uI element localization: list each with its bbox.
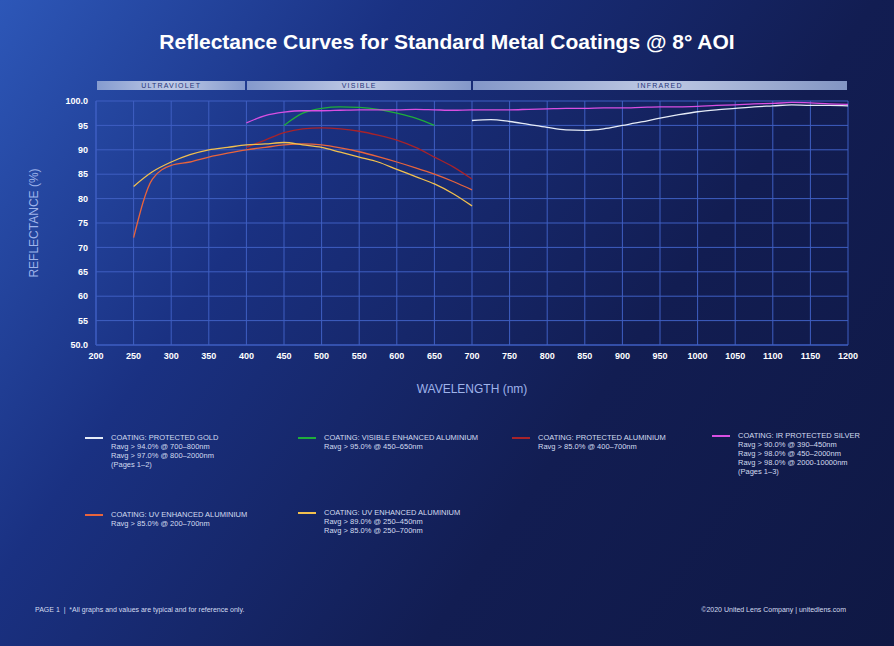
svg-text:100.0: 100.0 — [65, 96, 88, 106]
html-text:Ravg > 94.0% @ 700–800nm: Ravg > 94.0% @ 700–800nm — [111, 442, 210, 451]
html-text:Ravg > 89.0% @ 250–450nm: Ravg > 89.0% @ 250–450nm — [324, 517, 423, 526]
svg-text:600: 600 — [389, 351, 404, 361]
svg-text:65: 65 — [78, 267, 88, 277]
svg-text:1050: 1050 — [725, 351, 745, 361]
svg-text:350: 350 — [201, 351, 216, 361]
svg-text:75: 75 — [78, 218, 88, 228]
html-text:Ravg > 85.0% @ 250–700nm: Ravg > 85.0% @ 250–700nm — [324, 526, 423, 535]
svg-text:60: 60 — [78, 291, 88, 301]
svg-text:WAVELENGTH (nm): WAVELENGTH (nm) — [417, 382, 528, 396]
svg-text:95: 95 — [78, 121, 88, 131]
svg-text:70: 70 — [78, 243, 88, 253]
svg-text:300: 300 — [164, 351, 179, 361]
svg-text:1000: 1000 — [688, 351, 708, 361]
html-text:Ravg > 98.0% @ 2000-10000nm: Ravg > 98.0% @ 2000-10000nm — [738, 458, 848, 467]
html-text:COATING: PROTECTED GOLD: COATING: PROTECTED GOLD — [111, 433, 219, 442]
html-text:(Pages 1–3): (Pages 1–3) — [738, 467, 779, 476]
svg-text:650: 650 — [427, 351, 442, 361]
html-text:Ravg > 98.0% @ 450–2000nm: Ravg > 98.0% @ 450–2000nm — [738, 449, 841, 458]
svg-text:850: 850 — [577, 351, 592, 361]
html-text:COATING: PROTECTED ALUMINIUM: COATING: PROTECTED ALUMINIUM — [538, 433, 666, 442]
html-text:Ravg > 85.0% @ 400–700nm: Ravg > 85.0% @ 400–700nm — [538, 442, 637, 451]
html-text:Ravg > 95.0% @ 450–650nm: Ravg > 95.0% @ 450–650nm — [324, 442, 423, 451]
svg-text:800: 800 — [540, 351, 555, 361]
html-text:INFRARED: INFRARED — [637, 82, 683, 89]
svg-text:200: 200 — [88, 351, 103, 361]
html-text:VISIBLE: VISIBLE — [341, 82, 377, 89]
html-text:PAGE 1 | *All graphs and value: PAGE 1 | *All graphs and values are typi… — [35, 606, 245, 613]
html-text:COATING: VISIBLE ENHANCED ALUM: COATING: VISIBLE ENHANCED ALUMINIUM — [324, 433, 479, 442]
html-text:(Pages 1–2): (Pages 1–2) — [111, 460, 152, 469]
svg-text:1200: 1200 — [838, 351, 858, 361]
html-text:COATING: UV ENHANCED ALUMINIUM: COATING: UV ENHANCED ALUMINIUM — [111, 510, 248, 519]
svg-text:1100: 1100 — [763, 351, 783, 361]
html-text:Ravg > 90.0% @ 390–450nm: Ravg > 90.0% @ 390–450nm — [738, 440, 837, 449]
html-text:©2020 United Lens Company | un: ©2020 United Lens Company | unitedlens.c… — [701, 606, 846, 613]
svg-text:750: 750 — [502, 351, 517, 361]
svg-text:55: 55 — [78, 316, 88, 326]
html-text:Ravg > 85.0% @ 200–700nm: Ravg > 85.0% @ 200–700nm — [111, 519, 210, 528]
svg-text:400: 400 — [239, 351, 254, 361]
svg-text:85: 85 — [78, 169, 88, 179]
svg-text:250: 250 — [126, 351, 141, 361]
svg-text:900: 900 — [615, 351, 630, 361]
svg-text:500: 500 — [314, 351, 329, 361]
svg-text:450: 450 — [276, 351, 291, 361]
svg-text:80: 80 — [78, 194, 88, 204]
svg-text:REFLECTANCE (%): REFLECTANCE (%) — [27, 168, 41, 277]
svg-text:90: 90 — [78, 145, 88, 155]
svg-text:50.0: 50.0 — [70, 340, 88, 350]
svg-text:700: 700 — [464, 351, 479, 361]
svg-text:950: 950 — [652, 351, 667, 361]
html-text:COATING: UV ENHANCED ALUMINIUM: COATING: UV ENHANCED ALUMINIUM — [324, 508, 461, 517]
svg-text:550: 550 — [352, 351, 367, 361]
html-text:Reflectance Curves for Standar: Reflectance Curves for Standard Metal Co… — [159, 30, 735, 53]
html-text:Ravg > 97.0% @ 800–2000nm: Ravg > 97.0% @ 800–2000nm — [111, 451, 214, 460]
html-text:ULTRAVIOLET: ULTRAVIOLET — [141, 82, 202, 89]
svg-text:1150: 1150 — [801, 351, 821, 361]
html-text:COATING: IR PROTECTED SILVER: COATING: IR PROTECTED SILVER — [738, 431, 860, 440]
